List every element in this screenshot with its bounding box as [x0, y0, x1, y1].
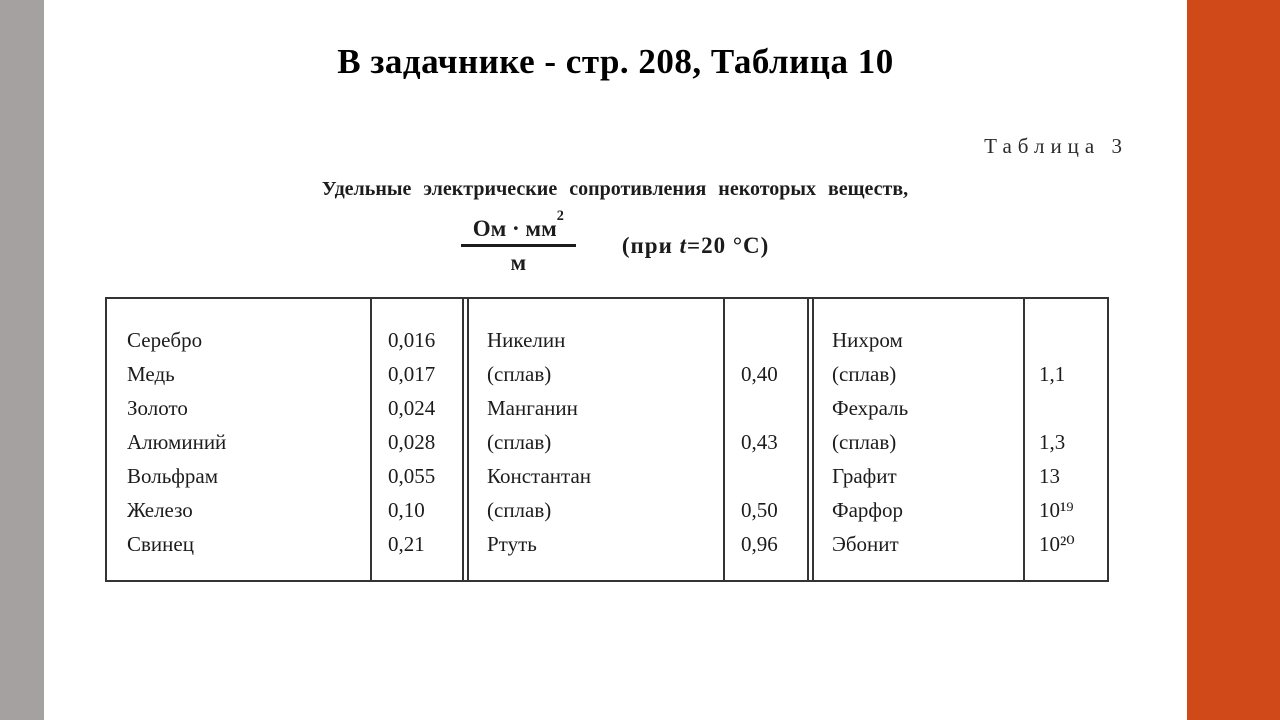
table-cell: Никелин — [487, 328, 566, 352]
table-cell: (сплав) — [487, 362, 552, 386]
table-cell: Манганин — [487, 396, 578, 420]
group2-name-column: Никелин (сплав) Манганин (сплав) Констан… — [469, 323, 723, 580]
temperature-condition: (при t=20 °C) — [622, 233, 769, 259]
table-cell: 10²⁰ — [1039, 532, 1075, 556]
table-cell: Медь — [127, 362, 175, 386]
condition-variable: t — [679, 232, 687, 258]
table-cell: 0,43 — [741, 430, 778, 454]
group3-name-column: Нихром (сплав) Фехраль (сплав) Графит Фа… — [814, 323, 1023, 580]
table-cell: Вольфрам — [127, 464, 219, 488]
table-cell: 13 — [1039, 464, 1060, 488]
table-cell — [741, 391, 807, 425]
units-fraction: Ом · мм2 м — [460, 209, 576, 276]
table-cell: (сплав) — [832, 430, 897, 454]
table-cell: 0,10 — [388, 498, 425, 522]
table-cell: 0,21 — [388, 532, 425, 556]
group1-name-column: Серебро Медь Золото Алюминий Вольфрам Же… — [107, 323, 370, 580]
table-cell: 1,1 — [1039, 362, 1066, 386]
table-cell — [741, 323, 807, 357]
table-cell: (сплав) — [832, 362, 897, 386]
table-cell: 0,50 — [741, 498, 778, 522]
units-formula: Ом · мм2 м (при t=20 °C) — [100, 209, 1130, 276]
table-cell: Алюминий — [127, 430, 227, 454]
fraction-numerator-text: Ом · мм — [472, 216, 557, 241]
group3-value-column: 1,1 1,3 13 10¹⁹ 10²⁰ — [1023, 299, 1107, 580]
table-group-alloys: Никелин (сплав) Манганин (сплав) Констан… — [462, 299, 807, 580]
table-cell: 0,96 — [741, 532, 778, 556]
scan-caption: Удельные электрические сопротивления нек… — [321, 178, 909, 200]
resistivity-table: Серебро Медь Золото Алюминий Вольфрам Же… — [105, 297, 1109, 582]
table-cell: 1,3 — [1039, 430, 1066, 454]
condition-pre: (при — [621, 232, 680, 258]
slide-title: В задачнике - стр. 208, Таблица 10 — [337, 42, 894, 81]
table-cell: 0,017 — [388, 362, 436, 386]
table-cell — [1039, 391, 1107, 425]
table-cell: Фехраль — [832, 396, 909, 420]
condition-post: =20 °C) — [686, 232, 770, 258]
table-cell: Эбонит — [832, 532, 899, 556]
table-cell: Константан — [487, 464, 592, 488]
table-group-insulators: Нихром (сплав) Фехраль (сплав) Графит Фа… — [807, 299, 1107, 580]
textbook-scan: Таблица 3 Удельные электрические сопроти… — [100, 120, 1130, 600]
table-cell — [741, 459, 807, 493]
table-cell: 10¹⁹ — [1039, 498, 1074, 522]
right-orange-bar — [1187, 0, 1280, 720]
table-group-metals: Серебро Медь Золото Алюминий Вольфрам Же… — [107, 299, 462, 580]
table-cell: 0,016 — [388, 328, 436, 352]
table-cell: Фарфор — [832, 498, 904, 522]
table-cell — [1039, 323, 1107, 357]
table-cell: Графит — [832, 464, 897, 488]
fraction-denominator: м — [510, 250, 527, 276]
table-cell: Нихром — [832, 328, 903, 352]
table-cell: Ртуть — [487, 532, 537, 556]
table-cell: Золото — [127, 396, 188, 420]
left-gray-bar — [0, 0, 44, 720]
table-cell: (сплав) — [487, 430, 552, 454]
group1-value-column: 0,016 0,017 0,024 0,028 0,055 0,10 0,21 — [370, 299, 462, 580]
table-cell: Свинец — [127, 532, 194, 556]
table-cell: Железо — [127, 498, 193, 522]
table-cell: (сплав) — [487, 498, 552, 522]
table-cell: Серебро — [127, 328, 203, 352]
scan-table-label: Таблица 3 — [984, 134, 1128, 158]
fraction-numerator: Ом · мм2 — [460, 209, 576, 248]
fraction-exponent: 2 — [556, 208, 564, 225]
table-cell: 0,024 — [388, 396, 436, 420]
table-cell: 0,028 — [388, 430, 436, 454]
table-cell: 0,055 — [388, 464, 436, 488]
group2-value-column: 0,40 0,43 0,50 0,96 — [723, 299, 807, 580]
table-cell: 0,40 — [741, 362, 778, 386]
